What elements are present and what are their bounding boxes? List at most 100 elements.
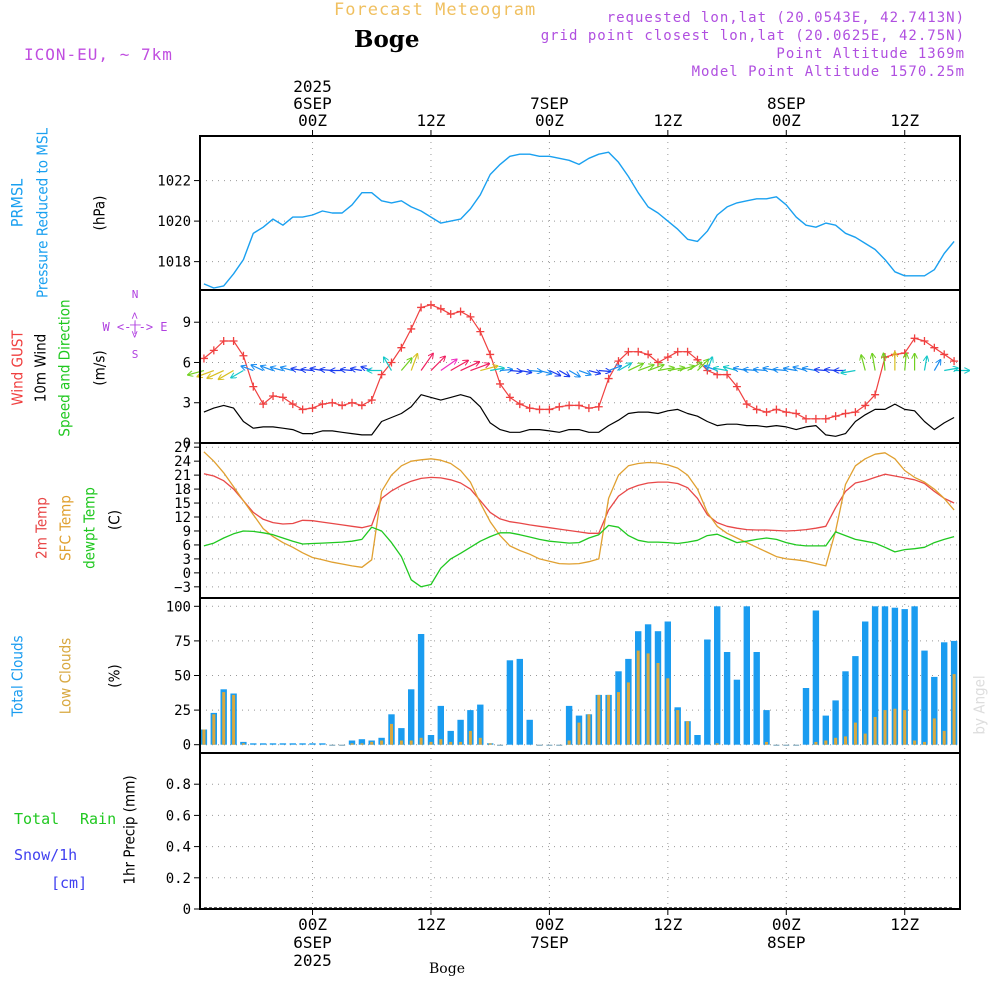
y-tick-label: 0.6	[166, 808, 191, 824]
station-name: Boge	[354, 26, 420, 53]
y-tick-label: 18	[174, 482, 191, 498]
wind-title-a: 10m Wind	[32, 334, 50, 403]
total-cloud-bar	[881, 606, 889, 745]
low-cloud-bar	[646, 653, 650, 745]
total-cloud-bar	[457, 719, 464, 745]
sfctemp-line	[203, 451, 955, 568]
wind-vector	[628, 364, 643, 372]
wind-vector	[933, 360, 940, 371]
pressure-ylabel: (hPa)	[91, 196, 109, 231]
low-cloud-bar	[873, 717, 877, 745]
y-tick-label: 24	[174, 454, 191, 470]
y-tick-label: 25	[174, 703, 191, 719]
x-label-top: 12Z	[417, 111, 446, 130]
grid-point-coords: grid point closest lon,lat (20.0625E, 42…	[540, 28, 965, 44]
wind-vector	[638, 365, 653, 372]
gust-marker	[900, 349, 909, 358]
gust-marker	[209, 346, 218, 355]
low-cloud-bar	[399, 740, 403, 745]
wind-vector	[219, 370, 234, 380]
wind-vector	[861, 355, 866, 371]
compass-ns: <-|->	[128, 311, 141, 338]
low-cloud-bar	[241, 743, 245, 745]
total-cloud-bar	[506, 660, 514, 745]
y-tick-label: 15	[174, 496, 191, 512]
y-tick-label: 6	[183, 355, 191, 371]
low-cloud-bar	[656, 663, 660, 745]
y-tick-label: 0.2	[166, 871, 191, 887]
model-point-altitude: Model Point Altitude 1570.25m	[691, 64, 965, 80]
x-label-bottom: 12Z	[890, 915, 919, 934]
total-cloud-bar	[447, 730, 454, 745]
total-cloud-bar	[526, 719, 533, 745]
gust-marker	[644, 350, 653, 359]
gust-marker	[318, 400, 327, 409]
gust-marker	[407, 324, 416, 333]
clouds-ylabel: (%)	[106, 664, 124, 687]
total-cloud-bar	[852, 656, 859, 745]
wind-vector	[490, 368, 504, 370]
y-tick-label: 9	[183, 524, 191, 540]
total-cloud-bar	[348, 740, 356, 745]
wind-ylabel: (m/s)	[91, 350, 109, 385]
y-tick-label: 0	[183, 902, 191, 918]
gust-marker	[930, 343, 939, 352]
gust-marker	[278, 393, 287, 402]
gust-marker	[545, 405, 554, 414]
low-cloud-bar	[409, 740, 413, 745]
gust-marker	[624, 347, 633, 356]
gust-marker	[239, 351, 248, 360]
low-cloud-bar	[202, 729, 206, 745]
wind-vector	[549, 369, 560, 376]
wind-vector	[539, 371, 552, 374]
total-cloud-bar	[832, 700, 839, 745]
y-tick-label: 21	[174, 468, 191, 484]
wind-vector	[608, 366, 621, 372]
gust-marker	[565, 401, 574, 410]
low-cloud-bar	[468, 730, 472, 745]
low-cloud-bar	[626, 682, 630, 745]
gust-marker	[821, 414, 830, 423]
gust-marker	[851, 408, 860, 417]
gust-marker	[436, 304, 445, 313]
low-cloud-bar	[824, 740, 828, 745]
low-cloud-bar	[350, 743, 354, 745]
total-cloud-bar	[714, 606, 721, 745]
gust-marker	[634, 347, 643, 356]
total-cloud-bar	[289, 743, 296, 745]
wind-vector	[815, 370, 826, 371]
total-cloud-bar	[250, 743, 257, 745]
gust-marker	[614, 357, 623, 366]
total-cloud-bar	[437, 705, 444, 745]
wind-vector	[667, 368, 684, 371]
y-tick-label: 3	[183, 396, 191, 412]
pressure-line	[203, 151, 955, 289]
gust-marker	[446, 310, 455, 319]
gust-marker	[466, 312, 475, 321]
wind-vector	[529, 371, 542, 372]
gust-marker	[782, 408, 791, 417]
compass-n: N	[132, 288, 139, 301]
total-cloud-bar	[319, 743, 326, 745]
gust-marker	[772, 405, 781, 414]
low-cloud-bar	[577, 722, 581, 745]
y-tick-label: −3	[174, 580, 191, 596]
sfctemp-title: SFC Temp	[57, 495, 75, 561]
low-cloud-bar	[932, 718, 936, 745]
gust-marker	[910, 334, 919, 343]
gust-title: Wind GUST	[9, 330, 27, 406]
wind-vector	[351, 369, 362, 371]
low-cloud-bar	[903, 710, 907, 745]
low-cloud-bar	[459, 741, 463, 745]
y-tick-label: 1018	[157, 255, 191, 271]
wind-vector	[231, 370, 244, 378]
gust-marker	[555, 402, 564, 411]
wind-vector	[568, 370, 580, 377]
pressure-frame	[199, 135, 961, 291]
total-cloud-bar	[516, 658, 523, 745]
x-label-top: 8SEP	[767, 94, 806, 113]
total-cloud-bar	[358, 739, 366, 745]
wind-vector	[400, 358, 411, 371]
gust-marker	[861, 401, 870, 410]
low-cloud-bar	[814, 741, 818, 745]
